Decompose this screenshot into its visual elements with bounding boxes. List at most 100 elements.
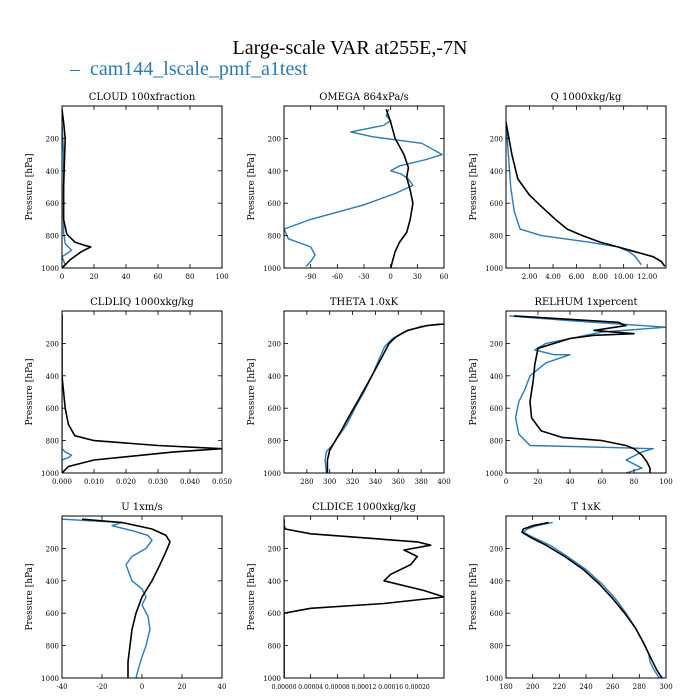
y-tick-label: 400	[46, 373, 59, 381]
x-tick-label: 0.00016	[378, 684, 403, 691]
x-tick-label: 0.050	[212, 478, 232, 486]
y-tick-label: 600	[490, 405, 503, 413]
x-tick-label: 300	[323, 478, 336, 486]
x-tick-label: 60	[154, 273, 163, 281]
legend-label: cam144_lscale_pmf_a1test	[90, 58, 308, 80]
x-tick-label: -40	[56, 683, 67, 691]
x-tick-label: 0.020	[116, 478, 136, 486]
y-tick-label: 600	[268, 405, 281, 413]
x-tick-label: 80	[186, 273, 195, 281]
obs-profile-line	[506, 122, 666, 267]
y-tick-label: 1000	[41, 470, 59, 478]
y-tick-label: 800	[46, 643, 59, 651]
x-tick-label: 180	[499, 683, 512, 691]
y-axis-label: Pressure [hPa]	[469, 153, 479, 220]
x-tick-label: 280	[300, 478, 313, 486]
x-tick-label: 0.00000	[272, 684, 297, 691]
plot-frame	[61, 310, 223, 474]
y-axis-label: Pressure [hPa]	[247, 358, 257, 425]
y-tick-label: 200	[268, 545, 281, 553]
x-tick-label: 12.00	[637, 273, 657, 281]
model-profile-line	[522, 521, 660, 678]
model-profile-line	[284, 108, 443, 267]
x-tick-label: 0.040	[180, 478, 200, 486]
y-tick-label: 800	[490, 233, 503, 241]
y-tick-label: 600	[46, 610, 59, 618]
y-tick-label: 200	[268, 135, 281, 143]
x-tick-label: 40	[218, 683, 227, 691]
x-tick-label: 2.00	[522, 273, 538, 281]
panel-title: CLOUD 100xfraction	[89, 92, 196, 103]
x-tick-label: 4.00	[545, 273, 561, 281]
y-tick-label: 600	[268, 610, 281, 618]
y-tick-label: 400	[490, 168, 503, 176]
y-tick-label: 800	[268, 643, 281, 651]
obs-profile-line	[81, 518, 171, 678]
x-tick-label: 0.010	[84, 478, 104, 486]
y-tick-label: 200	[46, 545, 59, 553]
legend-dash: –	[69, 58, 81, 80]
panel-title: THETA 1.0xK	[330, 297, 399, 308]
y-tick-label: 400	[268, 168, 281, 176]
obs-profile-line	[521, 521, 663, 678]
x-tick-label: 0.00008	[325, 684, 350, 691]
y-tick-label: 200	[490, 340, 503, 348]
figure-title: Large-scale VAR at255E,-7N	[233, 37, 468, 59]
y-axis-label: Pressure [hPa]	[247, 153, 257, 220]
x-tick-label: 0	[504, 478, 508, 486]
model-profile-line	[62, 518, 153, 678]
y-tick-label: 1000	[263, 470, 281, 478]
chart-panel-5: THETA 1.0xK Pressure [hPa] 200 400 600 800 100…	[247, 297, 451, 486]
y-tick-label: 1000	[41, 675, 59, 683]
model-profile-line	[62, 314, 73, 473]
panel-title: RELHUM 1xpercent	[534, 297, 637, 308]
x-tick-label: 360	[392, 478, 405, 486]
y-axis-label: Pressure [hPa]	[25, 563, 35, 630]
x-tick-label: 340	[369, 478, 382, 486]
y-tick-label: 800	[268, 438, 281, 446]
x-tick-label: 40	[122, 273, 131, 281]
y-tick-label: 600	[268, 200, 281, 208]
x-tick-label: 100	[659, 478, 672, 486]
y-tick-label: 400	[268, 578, 281, 586]
y-tick-label: 1000	[41, 265, 59, 273]
y-axis-label: Pressure [hPa]	[469, 563, 479, 630]
x-tick-label: 30	[413, 273, 422, 281]
obs-profile-line	[513, 315, 651, 473]
x-tick-label: 220	[553, 683, 566, 691]
panel-title: U 1xm/s	[121, 502, 163, 513]
obs-profile-line	[385, 108, 414, 268]
x-tick-label: 20	[178, 683, 187, 691]
x-tick-label: 400	[437, 478, 450, 486]
x-tick-label: 40	[566, 478, 575, 486]
y-tick-label: 1000	[485, 470, 503, 478]
x-tick-label: 6.00	[569, 273, 585, 281]
plot-frame	[505, 105, 667, 269]
x-tick-label: 10.00	[614, 273, 634, 281]
panel-title: CLDLIQ 1000xkg/kg	[90, 297, 194, 308]
x-tick-label: 260	[606, 683, 619, 691]
x-tick-label: 200	[526, 683, 539, 691]
x-tick-label: 0.00020	[405, 684, 430, 691]
y-tick-label: 800	[490, 643, 503, 651]
x-tick-label: 380	[414, 478, 427, 486]
y-tick-label: 1000	[485, 675, 503, 683]
y-tick-label: 800	[46, 233, 59, 241]
y-axis-label: Pressure [hPa]	[25, 153, 35, 220]
y-tick-label: 1000	[485, 265, 503, 273]
panel-title: OMEGA 864xPa/s	[319, 92, 409, 103]
y-tick-label: 400	[268, 373, 281, 381]
panel-title: Q 1000xkg/kg	[551, 92, 622, 103]
x-tick-label: 8.00	[592, 273, 608, 281]
x-tick-label: 20	[90, 273, 99, 281]
x-tick-label: -20	[96, 683, 107, 691]
x-tick-label: 0	[60, 273, 64, 281]
y-tick-label: 400	[46, 578, 59, 586]
x-tick-label: 80	[630, 478, 639, 486]
plot-frame	[283, 310, 445, 474]
